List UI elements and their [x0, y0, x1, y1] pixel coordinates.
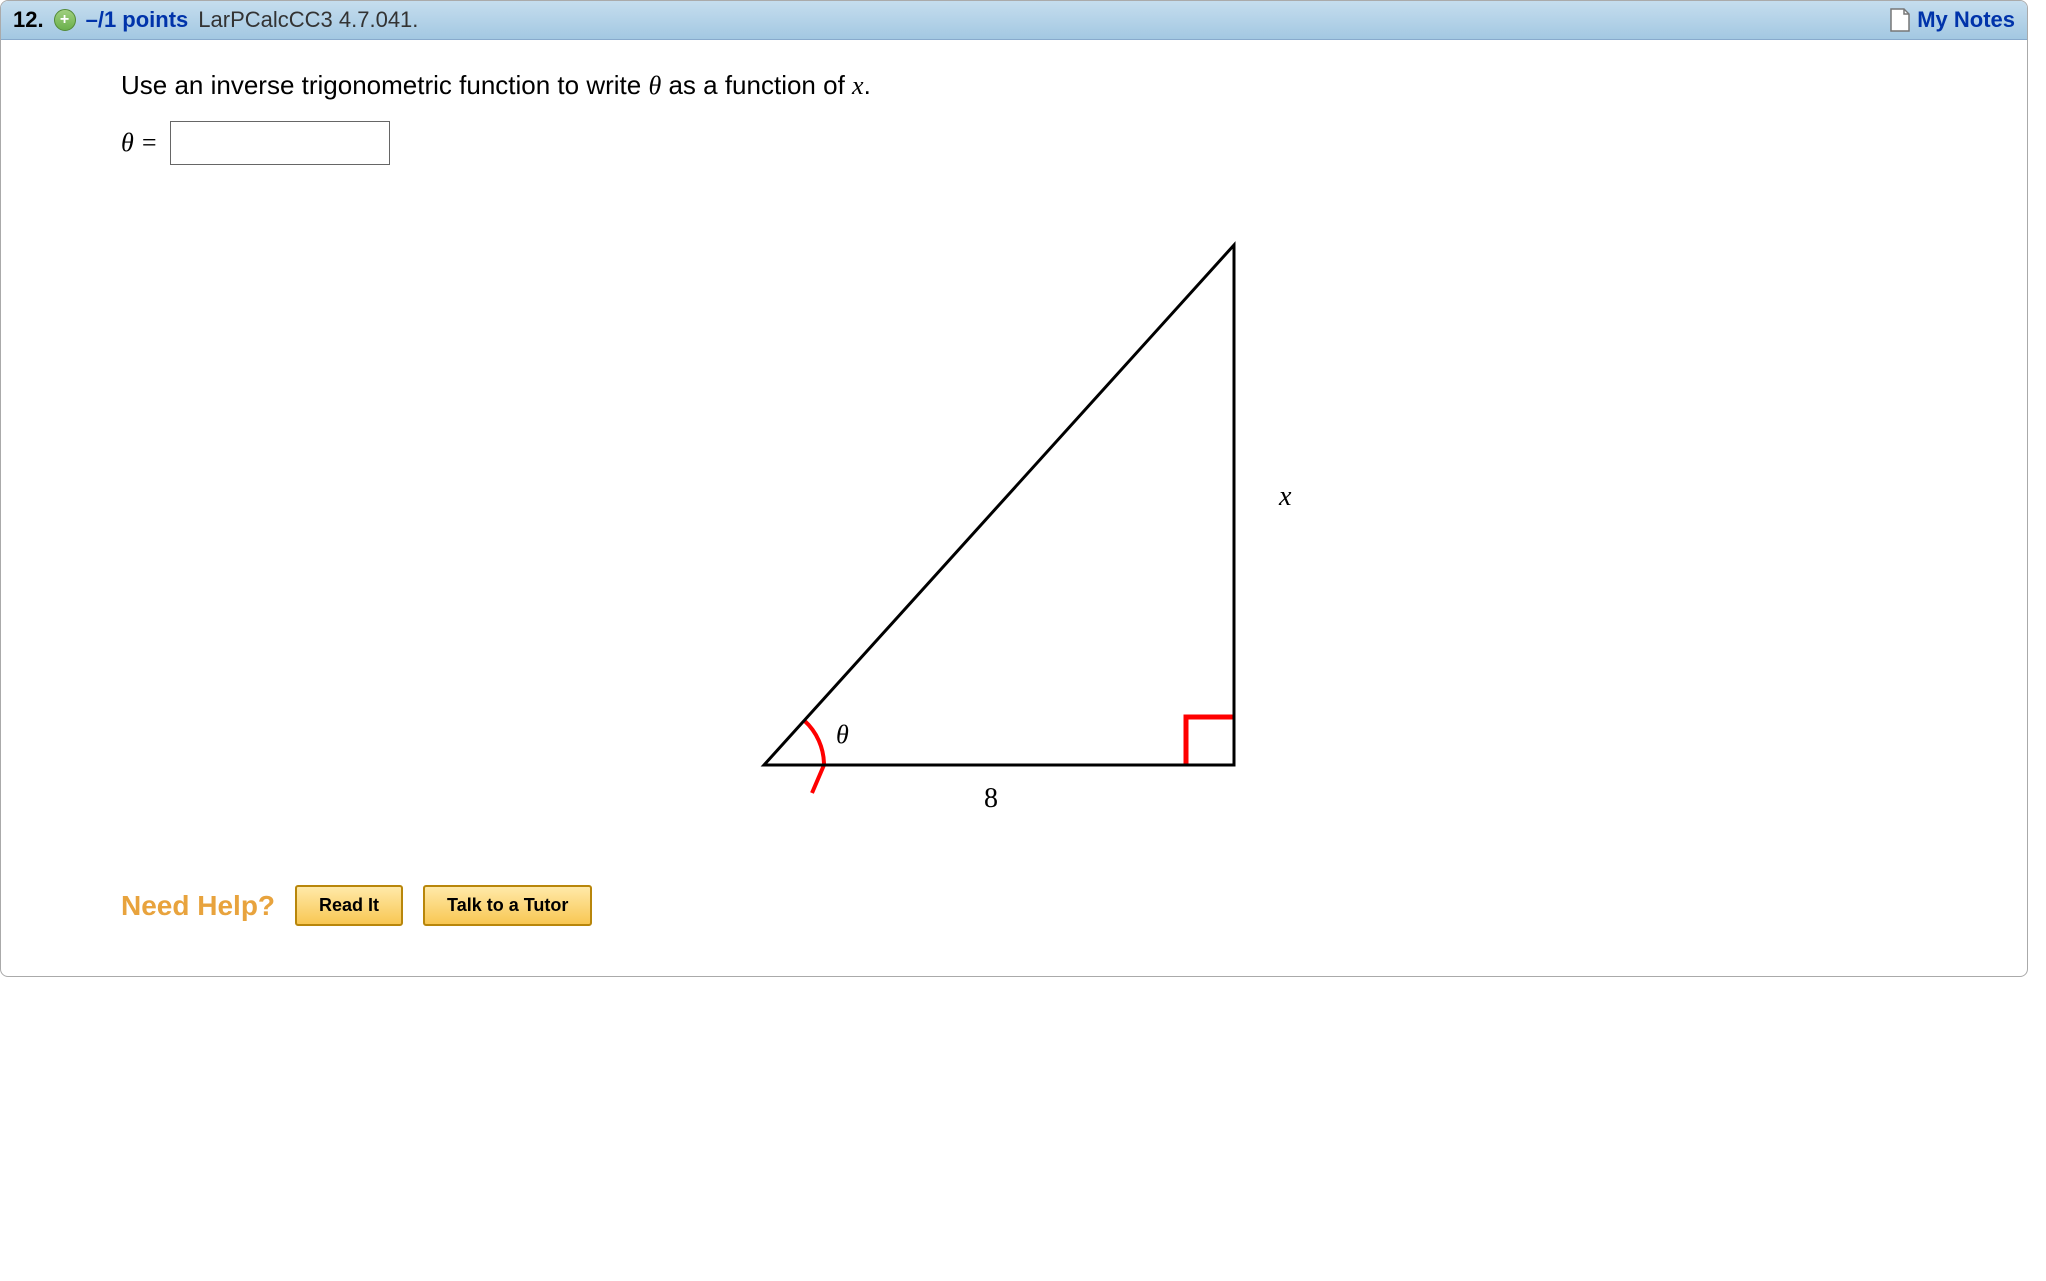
svg-text:θ: θ: [836, 720, 849, 749]
need-help-label: Need Help?: [121, 890, 275, 922]
expand-icon[interactable]: +: [54, 9, 76, 31]
prompt-theta: θ: [648, 71, 661, 100]
talk-tutor-button[interactable]: Talk to a Tutor: [423, 885, 592, 926]
my-notes-link[interactable]: My Notes: [1917, 7, 2015, 33]
prompt-text-mid: as a function of: [661, 70, 852, 100]
triangle-figure: θ x 8: [704, 205, 1324, 825]
svg-text:x: x: [1278, 481, 1292, 512]
question-content: Use an inverse trigonometric function to…: [1, 40, 2027, 976]
figure-area: θ x 8: [121, 205, 1907, 825]
header-left: 12. + –/1 points LarPCalcCC3 4.7.041.: [13, 7, 418, 33]
header-right: My Notes: [1889, 7, 2015, 33]
answer-row: θ =: [121, 121, 1907, 165]
prompt-x: x: [852, 71, 864, 100]
question-header: 12. + –/1 points LarPCalcCC3 4.7.041. My…: [1, 1, 2027, 40]
answer-input[interactable]: [170, 121, 390, 165]
points-text[interactable]: –/1 points: [86, 7, 189, 33]
note-icon[interactable]: [1889, 7, 1911, 33]
question-number: 12.: [13, 7, 44, 33]
question-container: 12. + –/1 points LarPCalcCC3 4.7.041. My…: [0, 0, 2028, 977]
answer-label: θ =: [121, 128, 158, 158]
question-source: LarPCalcCC3 4.7.041.: [198, 7, 418, 33]
help-row: Need Help? Read It Talk to a Tutor: [121, 885, 1907, 926]
question-prompt: Use an inverse trigonometric function to…: [121, 70, 1907, 101]
svg-text:8: 8: [984, 783, 998, 814]
prompt-text-pre: Use an inverse trigonometric function to…: [121, 70, 648, 100]
read-it-button[interactable]: Read It: [295, 885, 403, 926]
prompt-text-post: .: [864, 70, 871, 100]
